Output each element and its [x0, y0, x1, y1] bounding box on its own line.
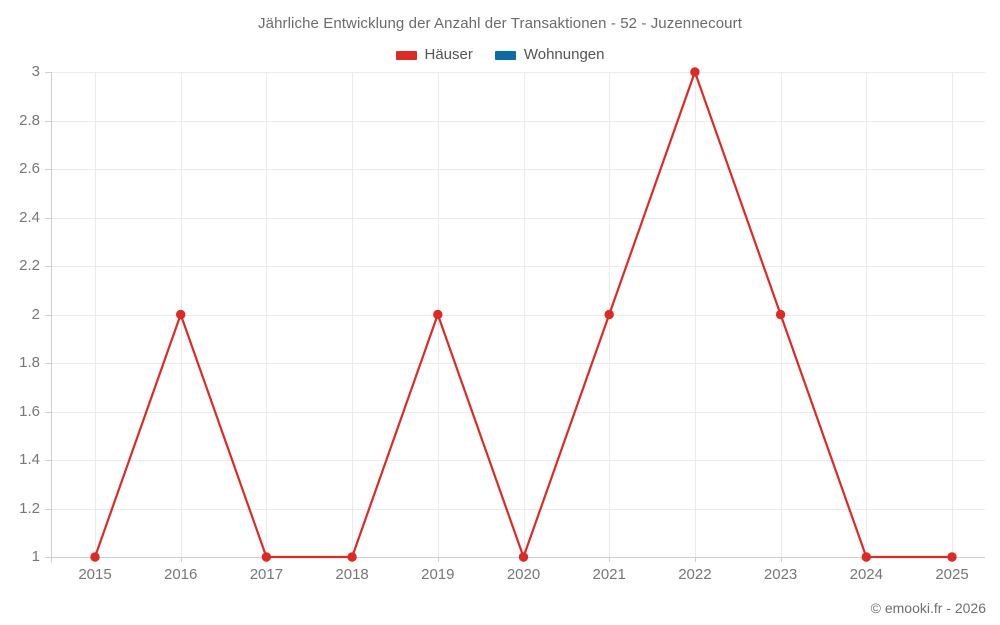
x-axis-tick-label: 2019 — [421, 566, 455, 583]
x-axis-tick-label: 2020 — [506, 566, 541, 583]
y-axis-tick-label: 1.2 — [19, 499, 40, 517]
y-axis-tick-label: 1.8 — [19, 354, 40, 371]
legend-swatch-icon-hauser — [395, 50, 417, 60]
legend-item-hauser[interactable]: Häuser — [395, 46, 473, 64]
x-axis-tick-label: 2022 — [678, 566, 712, 583]
y-axis-tick-label: 3 — [31, 63, 40, 80]
y-axis-tick-label: 2 — [31, 305, 40, 323]
x-axis-tick-label: 2024 — [849, 566, 883, 583]
x-axis-tick-label: 2018 — [335, 566, 369, 583]
chart-legend: Häuser Wohnungen — [0, 44, 1000, 66]
x-axis-tick-label: 2015 — [78, 566, 112, 583]
y-axis-tick-label: 1 — [31, 548, 40, 565]
y-axis-tick-label: 2.4 — [19, 208, 40, 226]
x-axis-tick-label: 2017 — [249, 566, 284, 583]
y-axis-tick-label: 1.6 — [19, 402, 40, 420]
x-axis-tick-label: 2016 — [164, 566, 198, 583]
y-axis-tick-labels: 1 1.2 1.4 1.6 1.8 2 2.2 2.4 2.6 2.8 3 — [0, 0, 40, 625]
y-axis-tick-label: 2.2 — [19, 257, 40, 274]
x-axis-tick-label: 2025 — [935, 566, 969, 583]
x-axis-tick-label: 2023 — [763, 566, 798, 583]
y-axis-tick-label: 2.6 — [19, 160, 40, 177]
x-axis-tick-label: 2021 — [592, 566, 626, 583]
chart-title: Jährliche Entwicklung der Anzahl der Tra… — [258, 15, 742, 32]
y-axis-tick-label: 1.4 — [19, 451, 40, 468]
legend-item-wohnungen[interactable]: Wohnungen — [494, 46, 605, 64]
footer-credit: © emooki.fr - 2026 — [870, 600, 986, 616]
y-axis-tick-label: 2.8 — [19, 111, 40, 129]
legend-label-hauser: Häuser — [424, 46, 473, 63]
legend-label-wohnungen: Wohnungen — [523, 46, 605, 63]
legend-swatch-icon-wohnungen — [494, 50, 516, 60]
